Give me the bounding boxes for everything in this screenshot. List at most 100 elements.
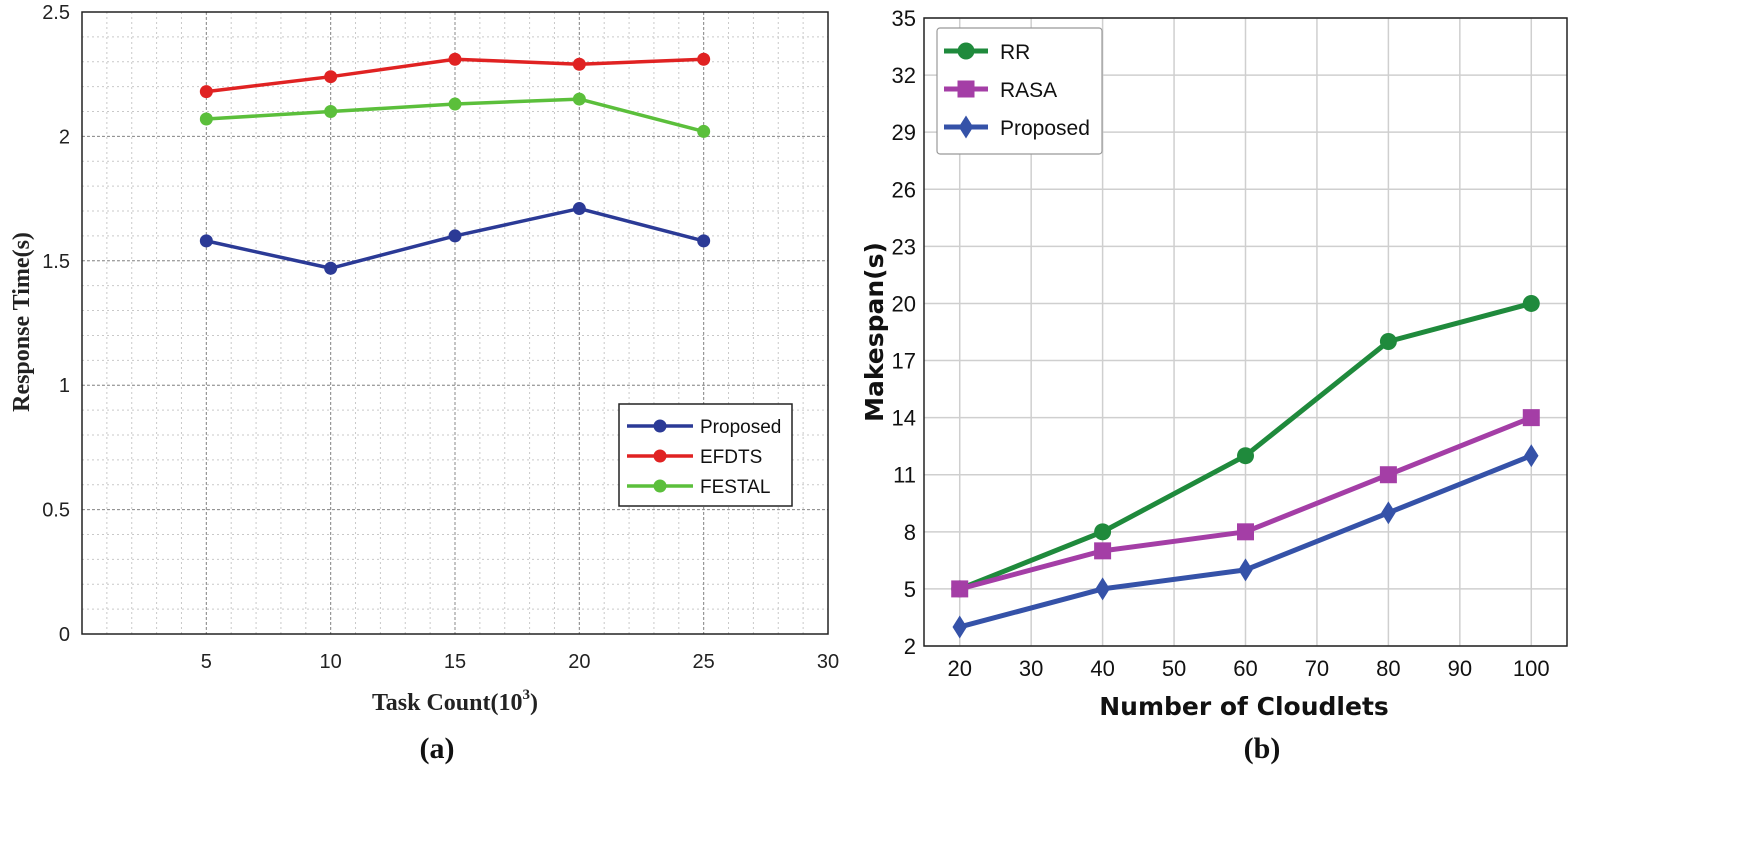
panel-a-x-tick-label: 15 (444, 651, 466, 673)
panel-a-series-festal (199, 92, 711, 138)
panel-a-point-efdts (448, 52, 462, 66)
panel-b-y-tick-label: 32 (892, 63, 916, 88)
panel-a-series-proposed (199, 202, 711, 275)
panel-b-point-rasa (951, 580, 969, 598)
panel-a-x-axis-label-close: ) (530, 690, 538, 716)
panel-b-legend-label-proposed: Proposed (1000, 117, 1090, 140)
panel-a-point-proposed (572, 202, 586, 216)
panel-b-point-rr (1379, 333, 1397, 351)
panel-a-point-efdts (324, 70, 338, 84)
panel-b-series-proposed (952, 444, 1539, 639)
panel-b-x-tick-label: 90 (1448, 656, 1472, 681)
panel-b-legend-label-rr: RR (1000, 41, 1030, 64)
panel-a-y-tick-label: 2 (59, 126, 70, 148)
panel-b-y-tick-labels: 2 5 8 11 14 17 20 23 26 29 32 35 (892, 6, 916, 659)
panel-b-y-tick-label: 20 (892, 291, 916, 316)
panel-b-point-rr (1094, 523, 1112, 541)
panel-a-y-tick-label: 0.5 (42, 500, 70, 522)
panel-a-legend-marker-efdts (653, 449, 667, 463)
panel-a-x-tick-label: 20 (568, 651, 590, 673)
panel-b-x-tick-label: 60 (1233, 656, 1257, 681)
panel-a-y-tick-label: 0 (59, 624, 70, 646)
panel-a-legend: Proposed EFDTS FESTAL (618, 403, 793, 507)
panel-a-point-efdts (572, 57, 586, 71)
panel-a-x-tick-label: 30 (817, 651, 839, 673)
panel-a-legend-marker-festal (653, 479, 667, 493)
panel-a-point-festal (572, 92, 586, 106)
panel-b-makespan-chart: 2 5 8 11 14 17 20 23 26 29 32 35 20 30 40 50 60 70 80 90 10… (860, 6, 1568, 765)
panel-b-x-tick-label: 20 (947, 656, 971, 681)
panel-a-point-proposed (199, 234, 213, 248)
panel-b-y-tick-label: 11 (893, 463, 916, 488)
panel-b-legend: RR RASA Proposed (936, 27, 1103, 155)
panel-b-point-proposed (1238, 558, 1253, 582)
panel-a-point-proposed (697, 234, 711, 248)
panel-a-x-tick-label: 5 (201, 651, 212, 673)
panel-b-y-tick-label: 23 (892, 234, 916, 259)
panel-b-point-proposed (1095, 577, 1110, 601)
panel-a-legend-label-festal: FESTAL (700, 477, 770, 498)
panel-a-y-tick-label: 1 (59, 375, 70, 397)
panel-b-y-tick-label: 35 (892, 6, 916, 31)
panel-b-legend-marker-rr (957, 42, 975, 60)
panel-a-y-tick-label: 2.5 (42, 2, 70, 24)
panel-a-x-axis-label: Task Count(103) (372, 687, 538, 716)
panel-b-plot-frame (923, 17, 1568, 647)
panel-a-y-axis-label: Response Time(s) (9, 232, 35, 412)
panel-b-point-proposed (1524, 444, 1539, 468)
panel-b-caption-label: (b) (1244, 732, 1281, 765)
panel-b-y-tick-label: 5 (904, 577, 916, 602)
panel-a-point-efdts (199, 85, 213, 99)
panel-b-x-tick-label: 40 (1090, 656, 1114, 681)
panel-b-point-proposed (952, 615, 967, 639)
panel-b-y-tick-label: 8 (904, 520, 916, 545)
panel-b-y-tick-label: 26 (892, 177, 916, 202)
panel-b-x-tick-labels: 20 30 40 50 60 70 80 90 100 (947, 656, 1549, 681)
panel-a-point-festal (448, 97, 462, 111)
panel-a-x-axis-label-exponent: 3 (523, 687, 531, 703)
panel-a-caption-label: (a) (420, 732, 455, 765)
panel-b-y-tick-label: 2 (904, 634, 916, 659)
panel-b-legend-box (936, 27, 1103, 155)
panel-a-plot-frame (81, 11, 829, 635)
panel-a-point-festal (199, 112, 213, 126)
panel-b-legend-label-rasa: RASA (1000, 79, 1057, 102)
panel-b-series-layer (951, 294, 1540, 639)
panel-a-x-axis-label-main: Task Count(10 (372, 690, 523, 716)
panel-a-y-tick-label: 1.5 (42, 251, 70, 273)
panel-a-point-efdts (697, 52, 711, 66)
panel-b-y-tick-label: 29 (892, 120, 916, 145)
panel-a-legend-marker-proposed (653, 419, 667, 433)
panel-a-legend-label-proposed: Proposed (700, 417, 781, 438)
panel-b-legend-marker-proposed (958, 115, 974, 139)
panel-b-x-tick-label: 50 (1162, 656, 1186, 681)
panel-b-point-rasa (1522, 409, 1540, 427)
panel-a-x-tick-labels: 5 10 15 20 25 30 (201, 651, 839, 673)
panel-b-legend-marker-rasa (957, 80, 975, 98)
panel-b-point-rr (1522, 294, 1540, 312)
panel-b-point-proposed (1381, 501, 1396, 525)
panel-b-x-tick-label: 30 (1019, 656, 1043, 681)
panel-b-x-tick-label: 100 (1513, 656, 1550, 681)
panel-b-x-tick-label: 70 (1305, 656, 1329, 681)
panel-b-point-rasa (1237, 523, 1254, 541)
panel-b-x-axis-label: Number of Cloudlets (1099, 692, 1389, 721)
panel-a-point-festal (697, 124, 711, 138)
panel-a-response-time-chart: 0 0.5 1 1.5 2 2.5 5 10 15 20 25 30 Response Time(s… (9, 2, 839, 765)
panel-b-series-rasa (951, 409, 1540, 598)
panel-a-point-proposed (448, 229, 462, 243)
panel-b-point-rasa (1094, 542, 1112, 560)
panel-b-y-tick-label: 14 (892, 406, 916, 431)
panel-a-x-tick-label: 10 (320, 651, 342, 673)
panel-a-point-proposed (324, 261, 338, 275)
panel-a-legend-label-efdts: EFDTS (700, 447, 762, 468)
panel-a-series-layer (199, 52, 711, 275)
panel-b-point-rasa (1379, 466, 1397, 484)
panel-a-y-tick-labels: 0 0.5 1 1.5 2 2.5 (42, 2, 70, 646)
panel-b-y-tick-label: 17 (892, 349, 916, 374)
panel-b-point-rr (1237, 447, 1254, 465)
panel-b-x-tick-label: 80 (1376, 656, 1400, 681)
panel-b-y-axis-label: Makespan(s) (860, 242, 889, 422)
panel-a-point-festal (324, 105, 338, 119)
